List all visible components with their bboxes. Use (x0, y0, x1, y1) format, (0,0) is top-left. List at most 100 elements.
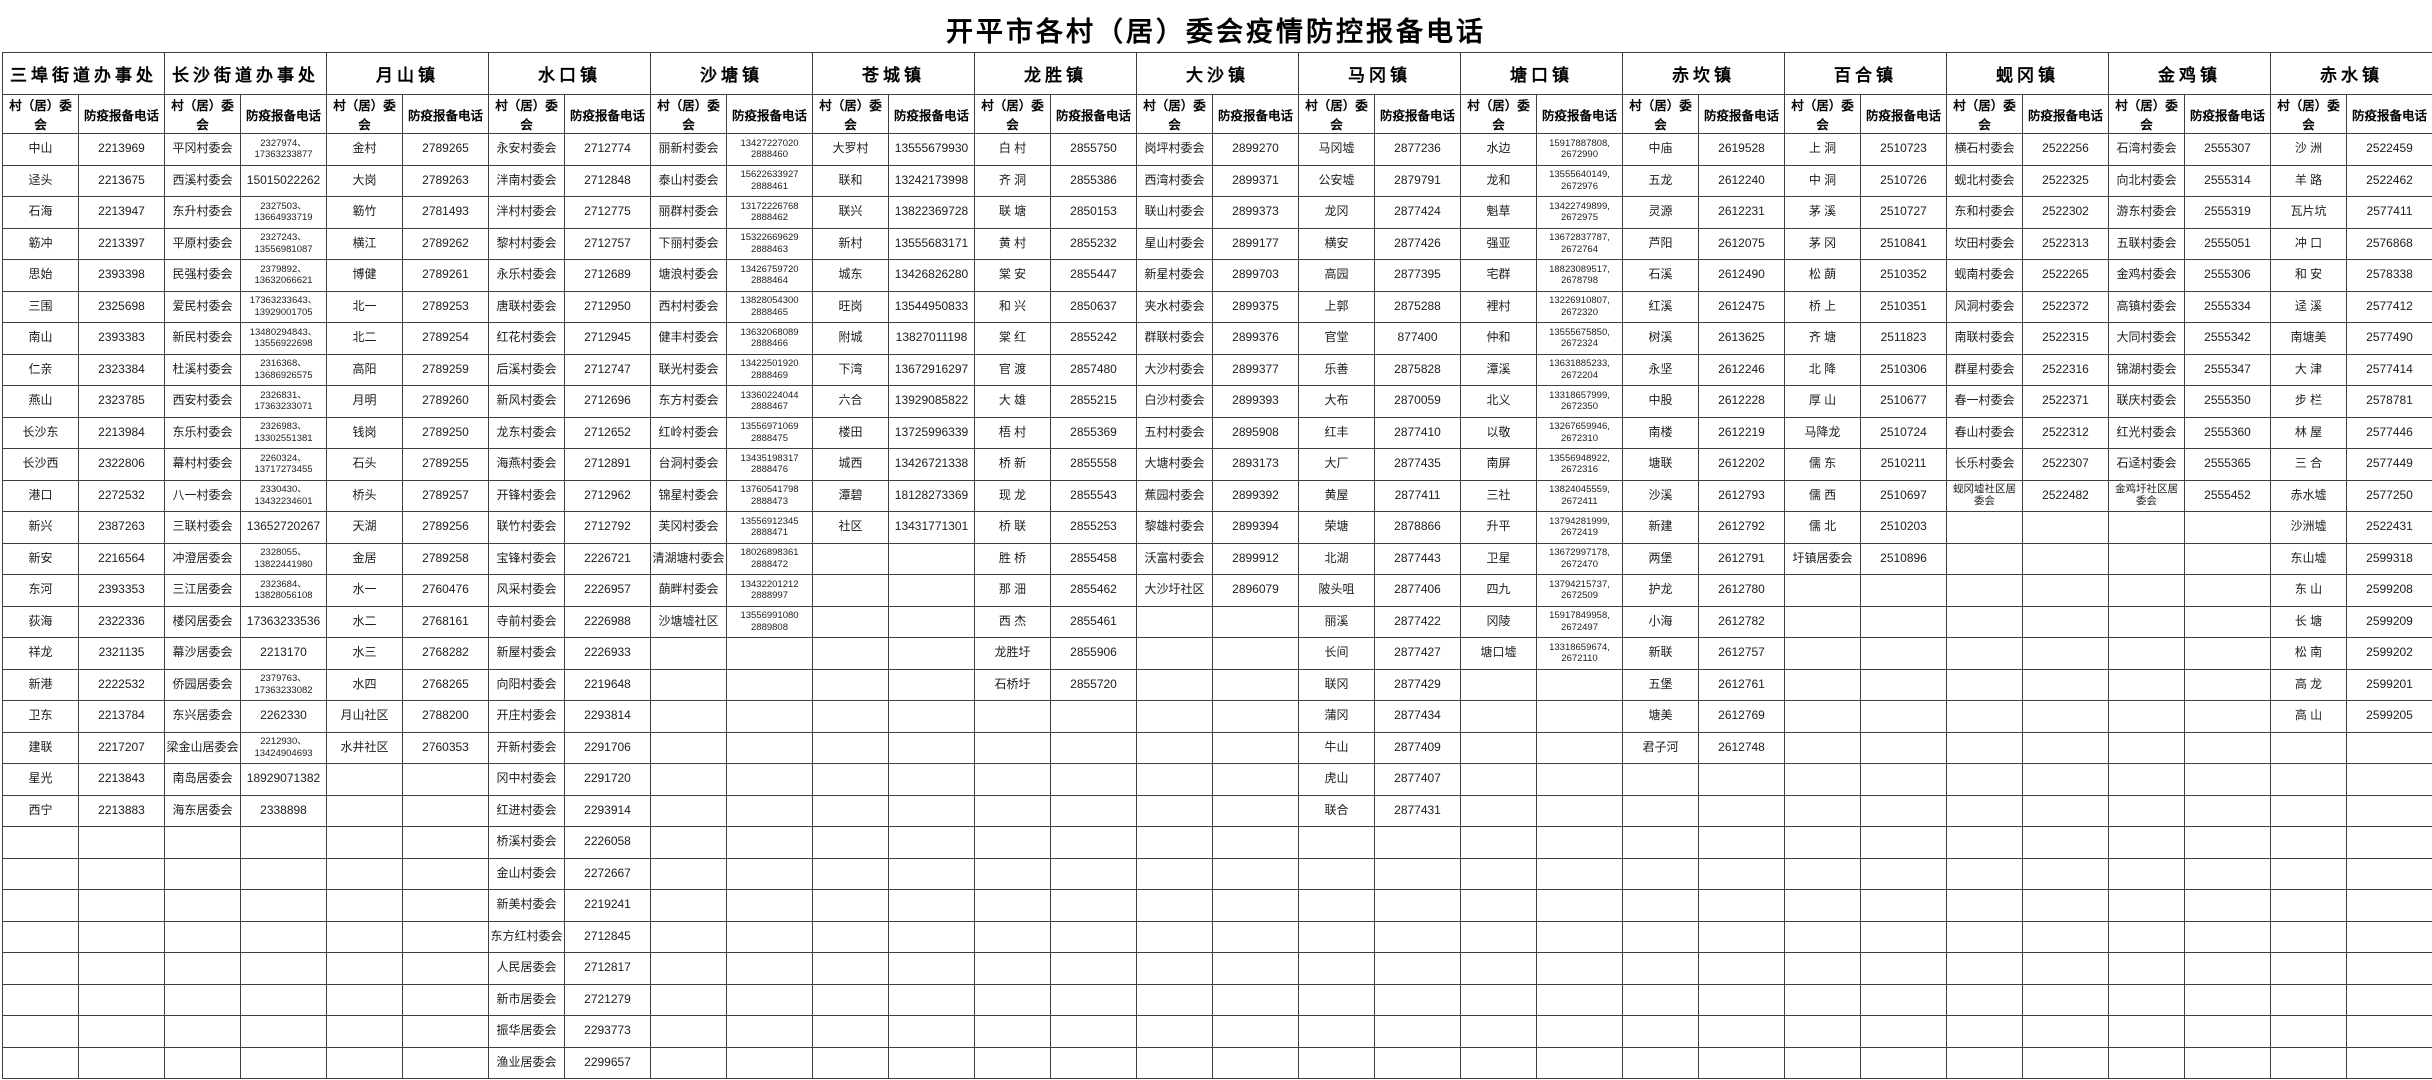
village-cell: 红溪 (1622, 290, 1699, 323)
village-cell: 东方村委会 (650, 385, 727, 418)
phone-cell (1050, 731, 1137, 764)
phone-cell (402, 920, 489, 953)
phone-cell (888, 542, 975, 575)
phone-cell: 2877406 (1374, 574, 1461, 607)
village-cell (164, 889, 241, 922)
village-cell (1460, 1015, 1537, 1048)
village-cell: 蓢畔村委会 (650, 574, 727, 607)
village-cell: 以敬 (1460, 416, 1537, 449)
phone-cell (1050, 889, 1137, 922)
village-cell (1136, 668, 1213, 701)
village-cell: 群星村委会 (1946, 353, 2023, 386)
phone-cell (78, 983, 165, 1016)
phone-cell: 2712845 (564, 920, 651, 953)
phone-cell: 2510203 (1860, 511, 1947, 544)
phone-cell: 2327974、 17363233877 (240, 133, 327, 166)
village-cell: 红岭村委会 (650, 416, 727, 449)
phone-cell: 2522307 (2022, 448, 2109, 481)
phone-cell (726, 920, 813, 953)
village-cell (1946, 731, 2023, 764)
village-cell: 民强村委会 (164, 259, 241, 292)
village-cell: 魁草 (1460, 196, 1537, 229)
village-cell (812, 542, 889, 575)
phone-cell (726, 731, 813, 764)
phone-cell: 2387263 (78, 511, 165, 544)
village-cell: 水四 (326, 668, 403, 701)
village-cell: 联光村委会 (650, 353, 727, 386)
phone-cell: 2322806 (78, 448, 165, 481)
phone-cell (240, 952, 327, 985)
phone-cell: 2555319 (2184, 196, 2271, 229)
village-cell (1946, 1015, 2023, 1048)
phone-cell: 2510841 (1860, 227, 1947, 260)
phone-cell: 2612490 (1698, 259, 1785, 292)
table-row: 长沙西 2322806 幕村村委会 2260324、 13717273455 石头 278… (2, 448, 2432, 481)
village-cell (812, 794, 889, 827)
phone-cell: 17363233536 (240, 605, 327, 638)
village-cell (1784, 1046, 1861, 1079)
phone-cell (2022, 889, 2109, 922)
phone-cell (1860, 668, 1947, 701)
phone-cell (1698, 826, 1785, 859)
village-cell (1136, 794, 1213, 827)
phone-cell: 2510723 (1860, 133, 1947, 166)
phone-cell (726, 826, 813, 859)
phone-cell (2346, 763, 2432, 796)
phone-cell (1860, 920, 1947, 953)
phone-cell (2184, 1015, 2271, 1048)
village-cell: 松 南 (2270, 637, 2347, 670)
phone-cell: 2226058 (564, 826, 651, 859)
village-cell: 蚬南村委会 (1946, 259, 2023, 292)
phone-cell: 2789257 (402, 479, 489, 512)
village-cell (2108, 511, 2185, 544)
phone-cell (2184, 952, 2271, 985)
village-cell: 东兴居委会 (164, 700, 241, 733)
phone-cell: 13725996339 (888, 416, 975, 449)
village-cell (974, 763, 1051, 796)
phone-cell: 2613625 (1698, 322, 1785, 355)
phone-cell: 2899373 (1212, 196, 1299, 229)
phone-cell: 2272667 (564, 857, 651, 890)
phone-cell: 2338898 (240, 794, 327, 827)
phone-cell: 2612791 (1698, 542, 1785, 575)
table-row: 迳头 2213675 西溪村委会 15015022262 大岗 2789263 泮南村委会 2… (2, 164, 2432, 197)
village-col-header: 村（居）委会 (2270, 94, 2347, 134)
phone-cell: 2899393 (1212, 385, 1299, 418)
village-cell: 向北村委会 (2108, 164, 2185, 197)
phone-cell: 2612780 (1698, 574, 1785, 607)
village-cell: 红丰 (1298, 416, 1375, 449)
phone-cell: 13555679930 (888, 133, 975, 166)
village-cell: 冈陵 (1460, 605, 1537, 638)
village-cell (2, 952, 79, 985)
phone-cell: 2855447 (1050, 259, 1137, 292)
village-cell (1946, 1046, 2023, 1079)
phone-cell (1212, 952, 1299, 985)
phone-cell (2346, 920, 2432, 953)
phone-cell: 2896079 (1212, 574, 1299, 607)
village-cell (1784, 605, 1861, 638)
phone-cell (1212, 1015, 1299, 1048)
village-cell: 龙和 (1460, 164, 1537, 197)
phone-cell: 2877429 (1374, 668, 1461, 701)
village-col-header: 村（居）委会 (812, 94, 889, 134)
village-cell: 冲澄居委会 (164, 542, 241, 575)
village-cell: 强亚 (1460, 227, 1537, 260)
village-cell: 丽群村委会 (650, 196, 727, 229)
phone-cell: 2260324、 13717273455 (240, 448, 327, 481)
phone-cell: 2577411 (2346, 196, 2432, 229)
village-cell: 棠 红 (974, 322, 1051, 355)
phone-cell: 2855462 (1050, 574, 1137, 607)
village-cell: 潭溪 (1460, 353, 1537, 386)
village-cell: 楼田 (812, 416, 889, 449)
village-cell: 茅 溪 (1784, 196, 1861, 229)
phone-cell: 13318657999, 2672350 (1536, 385, 1623, 418)
village-cell (650, 637, 727, 670)
phone-cell: 2899177 (1212, 227, 1299, 260)
village-cell: 北义 (1460, 385, 1537, 418)
phone-cell: 2522312 (2022, 416, 2109, 449)
phone-cell: 2612246 (1698, 353, 1785, 386)
village-cell: 向阳村委会 (488, 668, 565, 701)
phone-cell: 2768161 (402, 605, 489, 638)
phone-cell (726, 1015, 813, 1048)
village-cell: 新安 (2, 542, 79, 575)
